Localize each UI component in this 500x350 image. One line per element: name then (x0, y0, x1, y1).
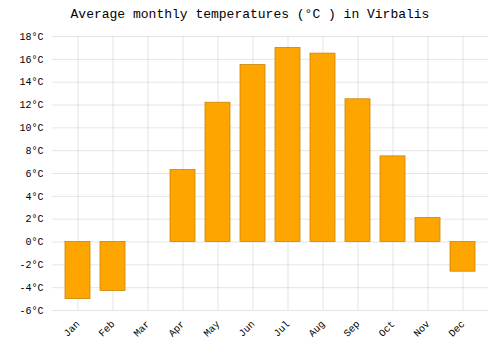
svg-text:18°C: 18°C (19, 32, 43, 43)
svg-text:8°C: 8°C (25, 146, 43, 157)
svg-text:Nov: Nov (412, 319, 433, 340)
svg-text:-6°C: -6°C (19, 306, 43, 317)
html-text:Average monthly temperatures (: Average monthly temperatures (°C ) in Vi… (70, 7, 430, 22)
svg-text:Dec: Dec (447, 319, 468, 340)
svg-text:12°C: 12°C (19, 100, 43, 111)
svg-text:Apr: Apr (167, 319, 188, 340)
svg-text:Jan: Jan (62, 319, 83, 340)
svg-text:May: May (202, 319, 223, 340)
svg-text:Jun: Jun (237, 319, 258, 340)
svg-text:2°C: 2°C (25, 214, 43, 225)
svg-text:Jul: Jul (272, 319, 293, 340)
svg-text:0°C: 0°C (25, 237, 43, 248)
svg-text:-4°C: -4°C (19, 283, 43, 294)
svg-text:16°C: 16°C (19, 55, 43, 66)
svg-text:14°C: 14°C (19, 77, 43, 88)
svg-text:Aug: Aug (307, 319, 328, 340)
svg-text:Mar: Mar (132, 319, 153, 340)
svg-text:Sep: Sep (342, 319, 363, 340)
svg-text:6°C: 6°C (25, 169, 43, 180)
svg-text:Feb: Feb (97, 319, 118, 340)
svg-text:-2°C: -2°C (19, 260, 43, 271)
svg-text:Oct: Oct (377, 319, 398, 340)
svg-text:4°C: 4°C (25, 192, 43, 203)
svg-text:10°C: 10°C (19, 123, 43, 134)
